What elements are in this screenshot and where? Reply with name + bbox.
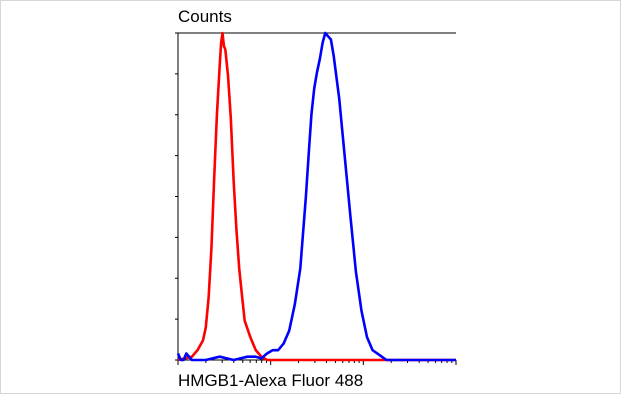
series-line-red [177, 31, 456, 362]
series-line-blue [176, 31, 456, 362]
y-axis-label: Counts [178, 7, 232, 26]
x-axis-label: HMGB1-Alexa Fluor 488 [178, 371, 364, 390]
